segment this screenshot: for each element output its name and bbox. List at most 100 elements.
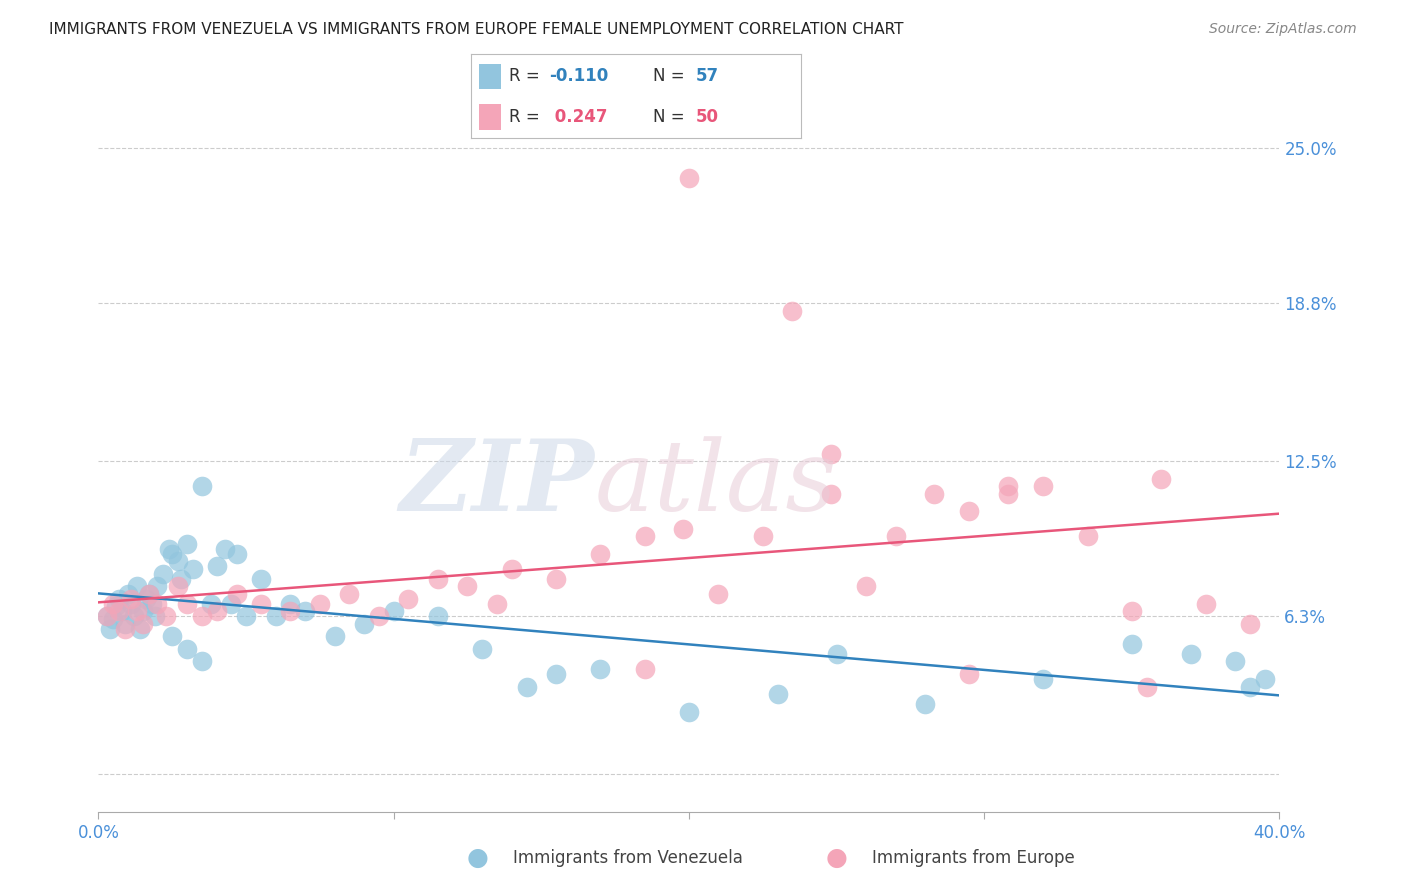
Point [309, 597, 332, 611]
Point [176, 537, 198, 551]
Point [96, 609, 118, 624]
Point [128, 622, 150, 636]
Point [820, 447, 842, 461]
Point [214, 541, 236, 556]
Text: N =: N = [652, 108, 689, 126]
Point [264, 609, 287, 624]
Text: -0.110: -0.110 [548, 67, 607, 85]
Point [235, 609, 257, 624]
Text: ●: ● [467, 847, 489, 870]
Point [922, 487, 945, 501]
Point [191, 655, 214, 669]
Point [132, 604, 155, 618]
Text: Immigrants from Venezuela: Immigrants from Venezuela [513, 849, 742, 867]
Point [820, 487, 842, 501]
Point [633, 529, 655, 543]
Point [959, 667, 981, 681]
Point [108, 604, 131, 618]
Point [120, 597, 142, 611]
Text: R =: R = [509, 67, 546, 85]
Point [707, 587, 730, 601]
Point [176, 597, 198, 611]
Point [250, 572, 273, 586]
Text: Source: ZipAtlas.com: Source: ZipAtlas.com [1209, 22, 1357, 37]
Text: ZIP: ZIP [399, 435, 595, 532]
Point [152, 566, 174, 581]
Point [103, 597, 125, 611]
Point [162, 547, 183, 561]
Point [396, 591, 419, 606]
Point [515, 680, 537, 694]
Point [997, 487, 1019, 501]
FancyBboxPatch shape [479, 63, 501, 89]
Text: 57: 57 [696, 67, 718, 85]
Point [176, 642, 198, 657]
Point [143, 609, 166, 624]
Text: N =: N = [652, 67, 689, 85]
Point [226, 547, 249, 561]
Point [103, 612, 125, 626]
Point [382, 604, 405, 618]
Point [278, 604, 302, 618]
Point [501, 562, 523, 576]
Point [486, 597, 509, 611]
Text: atlas: atlas [595, 436, 837, 531]
Point [678, 705, 700, 719]
Point [678, 171, 700, 186]
Point [633, 662, 655, 676]
Point [181, 562, 204, 576]
Text: 0.247: 0.247 [548, 108, 607, 126]
Point [1239, 680, 1261, 694]
Point [146, 579, 169, 593]
Text: R =: R = [509, 108, 546, 126]
Point [546, 572, 568, 586]
Point [1032, 479, 1054, 493]
Point [855, 579, 877, 593]
Point [323, 630, 346, 644]
Point [672, 522, 695, 536]
Point [96, 609, 118, 624]
Point [766, 687, 789, 701]
Point [170, 572, 193, 586]
Point [1150, 472, 1173, 486]
Point [205, 604, 228, 618]
Point [1254, 672, 1277, 686]
Point [138, 587, 160, 601]
Point [914, 697, 936, 711]
Point [111, 604, 134, 618]
Point [125, 579, 148, 593]
Point [1121, 604, 1143, 618]
Point [353, 616, 375, 631]
Point [205, 559, 228, 574]
Point [294, 604, 316, 618]
Point [114, 616, 136, 631]
Point [1223, 655, 1246, 669]
Point [200, 597, 222, 611]
Point [456, 579, 478, 593]
Point [226, 587, 249, 601]
Point [751, 529, 773, 543]
Point [1077, 529, 1099, 543]
Point [884, 529, 907, 543]
Point [1032, 672, 1054, 686]
Point [191, 479, 214, 493]
Point [546, 667, 568, 681]
Point [1180, 647, 1202, 661]
Point [589, 547, 612, 561]
Point [132, 616, 155, 631]
Point [997, 479, 1019, 493]
Point [1135, 680, 1157, 694]
Point [191, 609, 214, 624]
Point [278, 597, 302, 611]
Point [120, 591, 142, 606]
Point [146, 597, 169, 611]
Text: IMMIGRANTS FROM VENEZUELA VS IMMIGRANTS FROM EUROPE FEMALE UNEMPLOYMENT CORRELAT: IMMIGRANTS FROM VENEZUELA VS IMMIGRANTS … [49, 22, 904, 37]
Point [138, 587, 160, 601]
Point [471, 642, 494, 657]
Point [959, 504, 981, 518]
Point [105, 599, 128, 614]
Point [135, 591, 157, 606]
Point [219, 597, 242, 611]
Point [427, 572, 450, 586]
Point [167, 579, 190, 593]
